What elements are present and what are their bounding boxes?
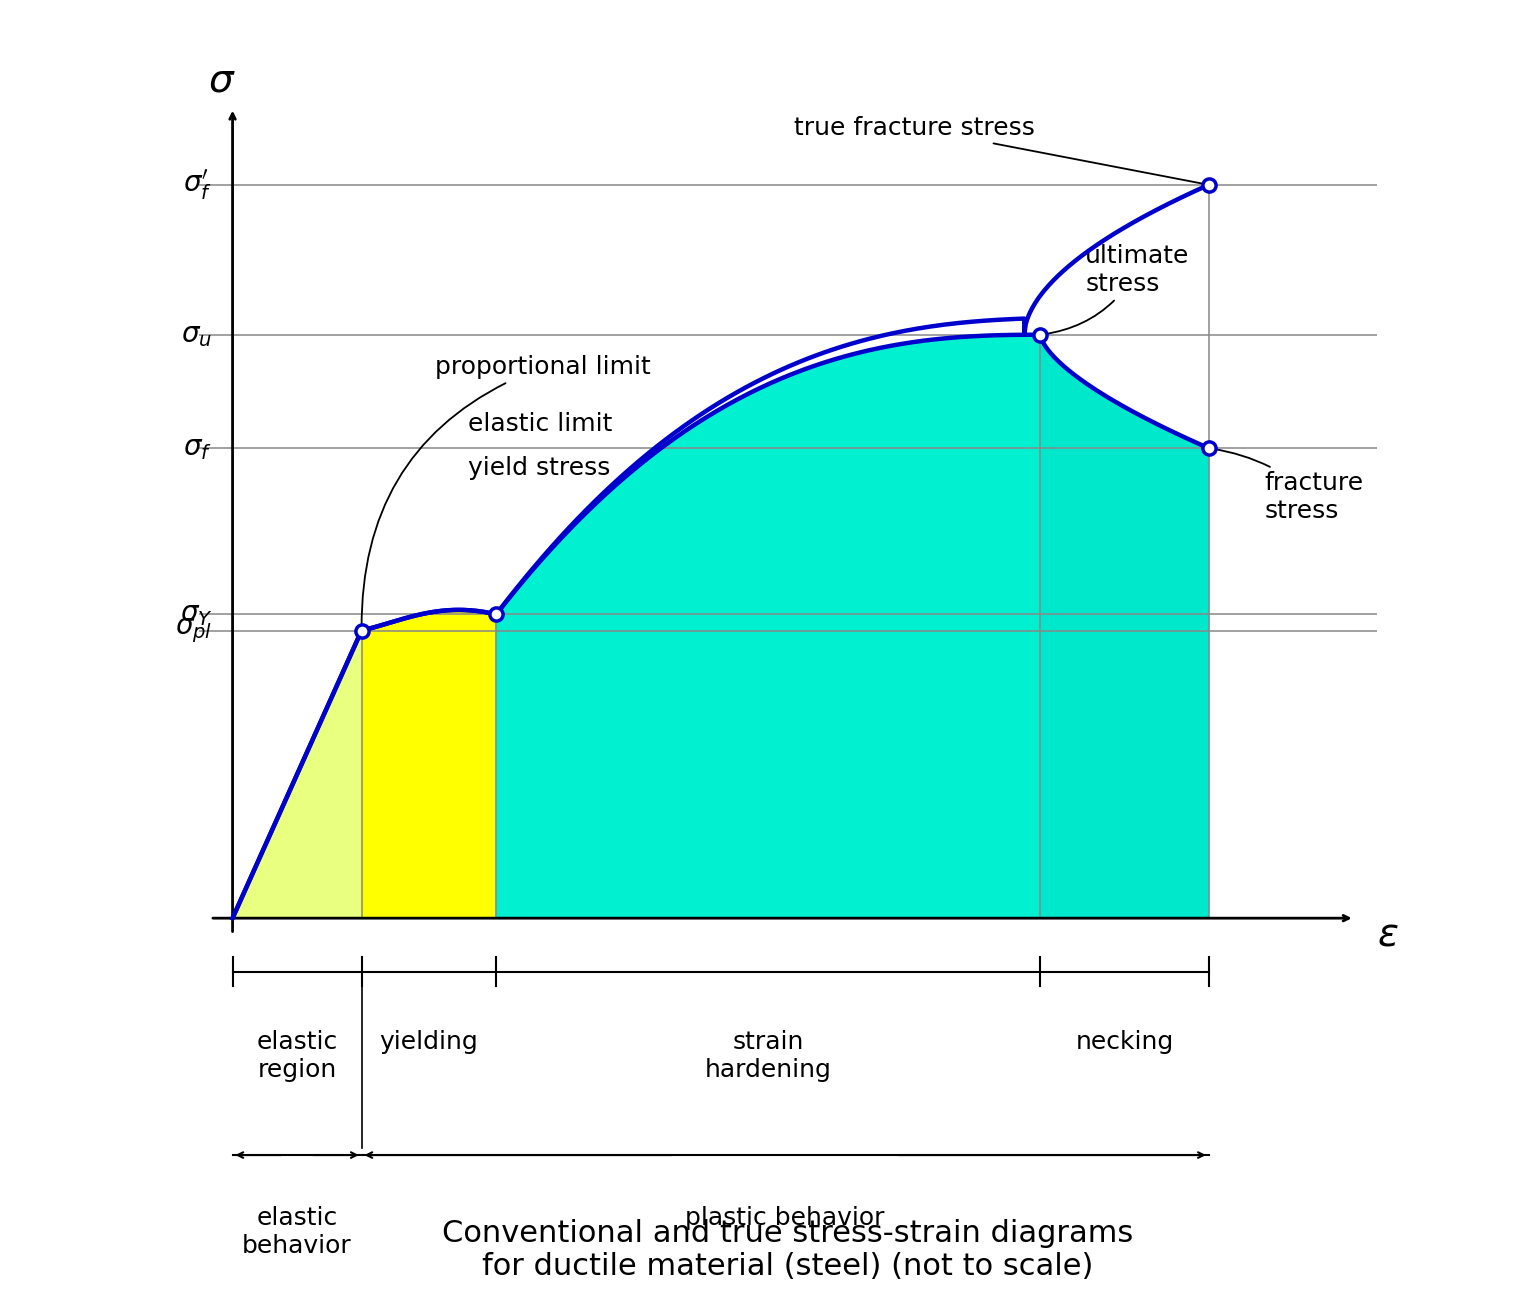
Text: yielding: yielding [379, 1030, 479, 1055]
Text: fracture
stress: fracture stress [1212, 449, 1363, 522]
Text: $\sigma_{pl}$: $\sigma_{pl}$ [174, 617, 213, 645]
Text: $\sigma_Y$: $\sigma_Y$ [179, 601, 213, 628]
Point [349, 620, 373, 641]
Text: elastic limit: elastic limit [468, 412, 612, 436]
Text: $\sigma$: $\sigma$ [208, 62, 236, 99]
Polygon shape [233, 631, 361, 918]
Text: elastic
behavior: elastic behavior [242, 1207, 352, 1258]
Text: necking: necking [1076, 1030, 1174, 1055]
Text: $\sigma_u$: $\sigma_u$ [181, 321, 213, 348]
Point [1196, 174, 1221, 195]
Point [1028, 325, 1053, 346]
Text: plastic behavior: plastic behavior [685, 1207, 884, 1230]
Text: strain
hardening: strain hardening [705, 1030, 832, 1083]
Point [483, 603, 508, 624]
Text: $\epsilon$: $\epsilon$ [1377, 915, 1398, 953]
Polygon shape [361, 610, 496, 918]
Text: $\sigma_f$: $\sigma_f$ [184, 435, 213, 462]
Polygon shape [496, 335, 1040, 918]
Point [1196, 437, 1221, 458]
Text: yield stress: yield stress [468, 457, 610, 480]
Text: $\sigma_f'$: $\sigma_f'$ [184, 168, 213, 202]
Text: elastic
region: elastic region [257, 1030, 338, 1083]
Text: proportional limit: proportional limit [361, 355, 650, 628]
Text: ultimate
stress: ultimate stress [1043, 243, 1190, 334]
Polygon shape [1040, 335, 1209, 918]
Text: true fracture stress: true fracture stress [794, 117, 1206, 185]
Text: Conventional and true stress-strain diagrams
for ductile material (steel) (not t: Conventional and true stress-strain diag… [442, 1219, 1134, 1282]
